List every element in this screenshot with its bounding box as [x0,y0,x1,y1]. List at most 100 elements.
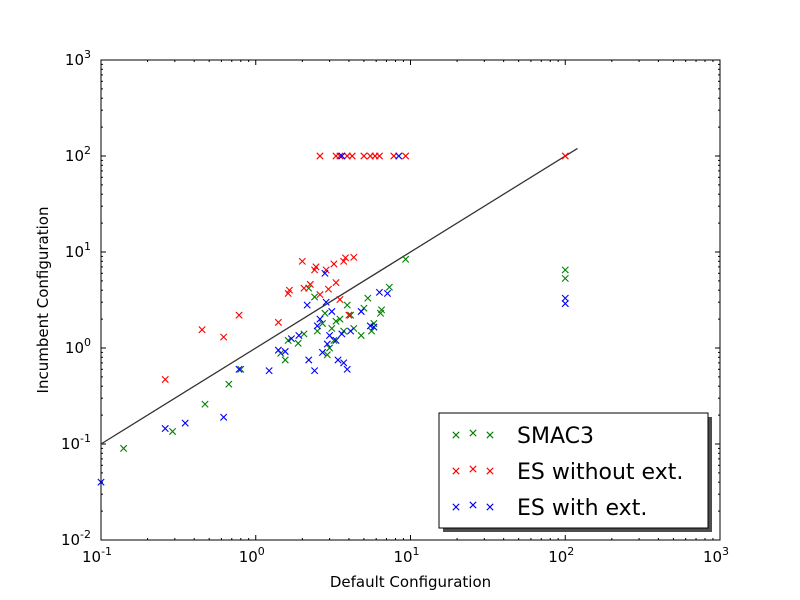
data-point-es-with-ext [281,347,289,356]
data-point-es-with-ext [561,300,569,308]
marker-stroke [469,429,477,437]
marker-stroke [340,359,348,367]
data-point-es-with-ext [265,367,273,375]
data-point-es-with-ext [328,307,336,316]
marker-stroke [294,339,302,347]
data-point-smac3 [321,309,329,317]
marker-stroke [305,356,313,364]
data-point-smac3 [325,344,334,352]
marker-stroke [281,347,289,356]
marker-stroke [350,253,358,261]
data-point-es-with-ext [395,152,403,160]
marker-stroke [346,327,355,335]
data-point-smac3 [237,365,245,373]
data-point-es-with-ext [325,331,334,340]
marker-stroke [402,152,410,160]
marker-stroke [332,317,340,325]
legend-label: ES without ext. [517,460,683,485]
legend-label: ES with ext. [517,496,647,521]
data-point-es-without-ext [330,260,338,268]
marker-stroke [561,152,569,160]
marker-stroke [161,424,169,433]
data-point-es-without-ext [300,284,308,292]
marker-stroke [287,335,296,343]
marker-stroke [181,419,189,427]
data-point-es-without-ext [341,254,350,262]
legend-marker [452,431,460,439]
marker-stroke [452,431,460,439]
marker-stroke [469,501,477,509]
data-point-smac3 [328,324,336,332]
data-point-smac3 [310,293,319,301]
data-point-es-with-ext [343,365,351,373]
data-point-smac3 [370,319,378,328]
legend-marker [469,429,477,437]
data-point-es-without-ext [402,152,410,160]
marker-stroke [383,289,392,298]
marker-stroke [343,301,351,309]
marker-stroke [330,260,338,268]
marker-stroke [385,283,393,291]
data-point-smac3 [225,380,233,388]
x-tick-label: 102 [548,545,574,566]
marker-stroke [316,152,324,160]
marker-stroke [303,301,311,309]
marker-stroke [295,331,303,340]
marker-stroke [237,365,245,373]
data-point-es-with-ext [334,356,342,364]
data-point-es-without-ext [332,279,340,287]
marker-stroke [346,311,355,319]
data-point-es-with-ext [235,365,243,373]
data-point-smac3 [168,427,177,436]
y-tick-label: 101 [65,240,91,261]
marker-stroke [168,427,177,436]
data-point-es-with-ext [375,288,384,296]
marker-stroke [161,375,169,384]
data-point-es-with-ext [370,323,378,331]
legend-marker [469,501,477,509]
data-point-es-with-ext [322,298,330,306]
marker-stroke [486,503,494,511]
data-point-es-with-ext [321,269,329,277]
data-point-smac3 [281,356,289,364]
marker-stroke [336,315,344,323]
data-point-es-with-ext [332,336,340,344]
marker-stroke [348,152,356,160]
legend-marker [452,467,460,475]
data-point-es-without-ext [561,152,569,160]
data-point-es-with-ext [357,307,365,316]
x-tick-label: 101 [393,545,419,566]
marker-stroke [310,293,319,301]
marker-stroke [402,255,410,263]
marker-stroke [220,333,228,341]
data-point-smac3 [201,400,209,408]
marker-stroke [235,311,243,319]
marker-stroke [325,344,334,352]
data-point-smac3 [385,283,393,291]
marker-stroke [364,294,372,302]
marker-stroke [561,300,569,308]
marker-stroke [220,413,228,421]
legend-label: SMAC3 [517,424,594,449]
data-point-es-without-ext [298,257,306,265]
data-point-es-with-ext [338,152,346,160]
data-point-es-without-ext [198,326,206,334]
marker-stroke [345,311,353,319]
data-point-es-with-ext [303,301,311,309]
marker-stroke [235,365,243,373]
data-point-es-without-ext [336,152,344,160]
y-tick-label: 10-2 [61,528,91,549]
data-point-es-without-ext [274,318,282,326]
legend-marker [469,465,477,473]
y-tick-label: 103 [65,48,91,69]
data-point-smac3 [300,330,308,338]
data-point-smac3 [323,351,331,359]
marker-stroke [452,467,460,475]
data-point-es-without-ext [360,152,368,160]
marker-stroke [334,356,342,364]
marker-stroke [298,257,306,265]
marker-stroke [370,323,378,331]
marker-stroke [318,319,327,328]
data-point-es-without-ext [220,333,228,341]
data-point-smac3 [277,349,285,357]
